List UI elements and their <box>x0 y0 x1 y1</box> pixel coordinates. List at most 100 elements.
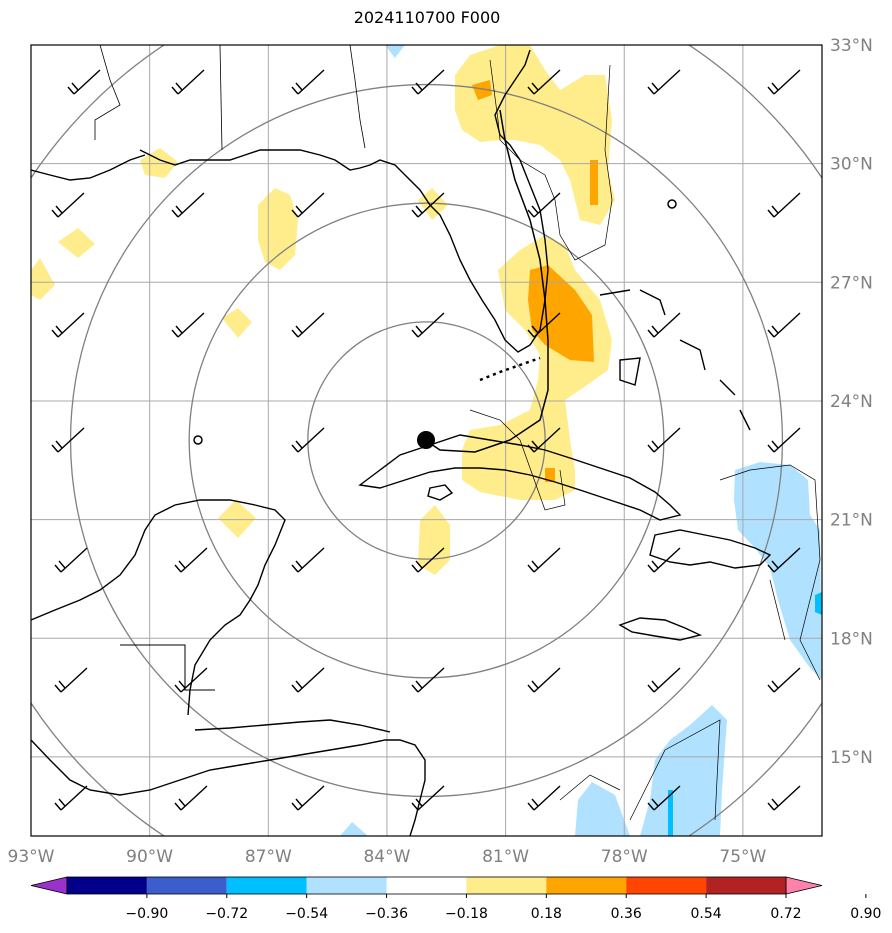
shaded-region <box>734 462 822 680</box>
calm-marker <box>667 199 677 209</box>
wind-barb <box>411 312 445 338</box>
coast-yucatan <box>31 499 286 716</box>
coast-us-east <box>494 49 531 136</box>
coast-cuba <box>358 434 682 521</box>
wind-barb <box>647 427 681 453</box>
colorbar-label: 0.72 <box>770 906 801 922</box>
coast-honduras <box>194 719 391 733</box>
wind-barb <box>767 427 801 453</box>
coast-central-america <box>31 739 426 836</box>
shaded-region <box>472 80 492 100</box>
wind-barb <box>767 69 801 95</box>
shaded-region <box>668 790 673 836</box>
lon-tick-label: 84°W <box>363 847 410 867</box>
wind-barb <box>174 547 208 573</box>
markers <box>193 199 677 449</box>
wind-barb <box>411 192 445 218</box>
wind-barb <box>527 312 561 338</box>
lat-tick-label: 24°N <box>830 392 873 412</box>
border-us-states-3 <box>349 45 366 149</box>
shaded-region <box>640 705 727 836</box>
storm-track <box>424 109 549 453</box>
calm-marker <box>193 435 203 445</box>
shaded-region <box>31 258 55 300</box>
wind-barb <box>527 547 561 573</box>
shaded-region <box>545 468 555 482</box>
shaded-region <box>575 782 630 836</box>
wind-barb <box>291 785 325 811</box>
colorbar-segment <box>546 877 627 894</box>
wind-barb <box>51 312 85 338</box>
lat-tick-labels: 33°N 30°N 27°N 24°N 21°N 18°N 15°N <box>830 36 873 768</box>
colorbar-label: −0.18 <box>445 906 488 922</box>
colorbar-segment <box>386 877 467 894</box>
border-us-states-2 <box>219 45 223 151</box>
colorbar-label: 0.18 <box>531 906 562 922</box>
wind-barb <box>54 547 88 573</box>
colorbar: −0.90 −0.72 −0.54 −0.36 −0.18 0.18 0.36 0.54 0.7… <box>30 876 881 922</box>
shaded-region <box>258 188 298 270</box>
wind-barb <box>527 192 561 218</box>
wind-barb <box>647 547 681 573</box>
colorbar-segment <box>67 877 147 894</box>
wind-barb <box>767 547 801 573</box>
wind-barb <box>291 69 325 95</box>
wind-barb <box>411 785 445 811</box>
wind-barb <box>527 667 561 693</box>
lat-tick-label: 30°N <box>830 155 873 175</box>
lat-tick-label: 27°N <box>830 273 873 293</box>
colorbar-label: 0.54 <box>691 906 722 922</box>
colorbar-extend-low <box>30 876 68 895</box>
coastlines <box>31 45 772 836</box>
wind-barb <box>527 785 561 811</box>
wind-barb <box>527 69 561 95</box>
wind-barb <box>411 547 445 573</box>
border-mexico <box>120 644 215 691</box>
contour-outlines <box>469 59 821 821</box>
coast-isla-juventud <box>427 484 454 501</box>
map-frame <box>30 44 823 837</box>
wind-barb <box>174 667 208 693</box>
colorbar-label: −0.72 <box>205 906 248 922</box>
shaded-region <box>528 265 594 362</box>
colorbar-segment <box>626 877 707 894</box>
lon-tick-labels: 93°W 90°W 87°W 84°W 81°W 78°W 75°W <box>8 847 767 867</box>
colorbar-label: 0.90 <box>850 906 881 922</box>
wind-barb <box>647 667 681 693</box>
coast-gulf-west <box>31 154 146 181</box>
coast-florida-keys <box>479 356 541 382</box>
lon-tick-label: 90°W <box>126 847 173 867</box>
wind-barb <box>411 667 445 693</box>
wind-barb <box>291 667 325 693</box>
wind-barb <box>67 69 101 95</box>
colorbar-extend-high <box>785 876 823 895</box>
colorbar-label: −0.36 <box>365 906 408 922</box>
shaded-region <box>455 45 615 225</box>
wind-barb <box>767 312 801 338</box>
wind-barb <box>767 785 801 811</box>
wind-barb <box>171 192 205 218</box>
colorbar-outline <box>66 876 787 895</box>
wind-barb <box>291 312 325 338</box>
lon-tick-label: 75°W <box>719 847 766 867</box>
wind-barb <box>171 312 205 338</box>
wind-barb <box>647 785 681 811</box>
lon-tick-label: 81°W <box>482 847 529 867</box>
lon-tick-label: 87°W <box>245 847 292 867</box>
wind-barb <box>291 427 325 453</box>
lat-tick-label: 18°N <box>830 629 873 649</box>
range-ring <box>307 321 546 560</box>
colorbar-label: 0.36 <box>611 906 642 922</box>
colorbar-label: −0.54 <box>285 906 328 922</box>
wind-barbs <box>51 69 801 811</box>
wind-barb <box>54 785 88 811</box>
shaded-region <box>222 308 252 338</box>
lon-tick-label: 93°W <box>8 847 55 867</box>
wind-barb <box>51 192 85 218</box>
wind-barb <box>411 69 445 95</box>
lat-tick-label: 15°N <box>830 748 873 768</box>
colorbar-segment <box>466 877 547 894</box>
